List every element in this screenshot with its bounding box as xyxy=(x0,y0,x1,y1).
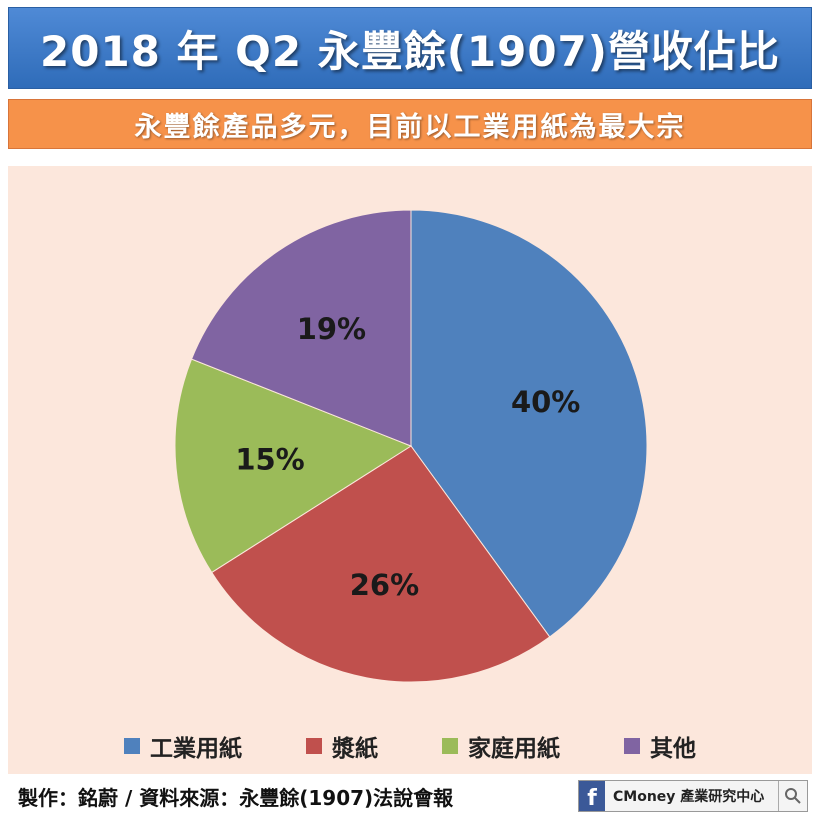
legend-swatch xyxy=(442,738,458,754)
cmoney-badge[interactable]: f CMoney 產業研究中心 xyxy=(578,780,808,812)
legend-item: 工業用紙 xyxy=(124,729,242,763)
legend-item: 家庭用紙 xyxy=(442,729,560,763)
page-title: 2018 年 Q2 永豐餘(1907)營收佔比 xyxy=(40,26,780,76)
badge-text: CMoney 產業研究中心 xyxy=(613,789,765,805)
facebook-icon: f xyxy=(579,781,605,811)
legend-swatch xyxy=(624,738,640,754)
search-icon[interactable] xyxy=(778,781,807,811)
subtitle-banner: 永豐餘產品多元，目前以工業用紙為最大宗 xyxy=(8,99,812,149)
pie-chart: 40% 26% 15% 19% xyxy=(174,209,648,683)
slice-label: 40% xyxy=(511,385,580,419)
chart-area: 40% 26% 15% 19% 工業用紙 漿紙 家庭用紙 其他 xyxy=(8,166,812,774)
title-banner: 2018 年 Q2 永豐餘(1907)營收佔比 xyxy=(8,7,812,89)
pie-slice xyxy=(190,209,412,447)
pie-slice xyxy=(174,358,413,574)
legend-swatch xyxy=(124,738,140,754)
legend-label: 工業用紙 xyxy=(150,736,242,762)
slice-label: 15% xyxy=(235,442,304,476)
slice-label: 26% xyxy=(350,568,419,602)
legend-label: 家庭用紙 xyxy=(468,736,560,762)
pie-slice xyxy=(410,209,648,638)
legend-item: 漿紙 xyxy=(306,729,378,763)
legend-swatch xyxy=(306,738,322,754)
pie-slice xyxy=(211,445,551,683)
slice-label: 19% xyxy=(297,312,366,346)
chart-legend: 工業用紙 漿紙 家庭用紙 其他 xyxy=(8,726,812,766)
page-subtitle: 永豐餘產品多元，目前以工業用紙為最大宗 xyxy=(134,111,686,143)
legend-label: 漿紙 xyxy=(332,736,378,762)
legend-item: 其他 xyxy=(624,729,696,763)
legend-label: 其他 xyxy=(650,736,696,762)
source-credit: 製作：銘蔚 / 資料來源：永豐餘(1907)法說會報 xyxy=(18,786,454,810)
